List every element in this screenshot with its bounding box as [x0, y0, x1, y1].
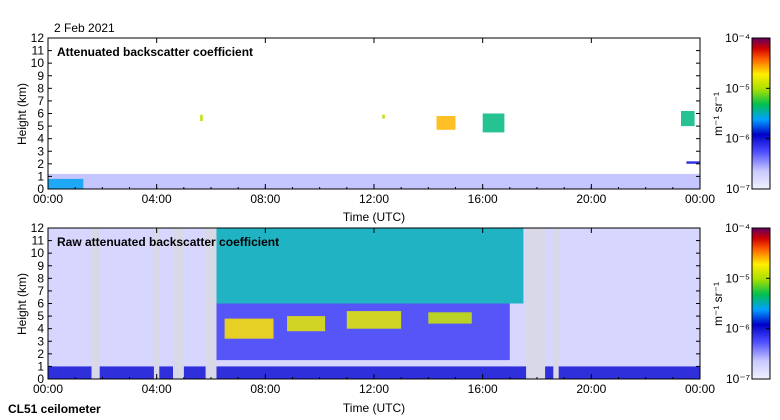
feature-daytime-noise: [211, 228, 524, 304]
top-colorbar-unit: m⁻¹ sr⁻¹: [711, 92, 725, 136]
y-tick-label: 0: [37, 182, 44, 196]
x-tick-label: 12:00: [359, 382, 389, 396]
feature-cloud: [200, 114, 203, 122]
top-y-axis-label: Height (km): [15, 83, 29, 145]
bottom-y-axis-label: Height (km): [15, 273, 29, 335]
y-tick-label: 9: [37, 259, 44, 273]
x-tick-label: 08:00: [250, 382, 280, 396]
colorbar-tick-label: 10⁻⁷: [726, 372, 750, 386]
feature-boundary-layer: [48, 173, 700, 189]
y-tick-label: 6: [37, 297, 44, 311]
instrument-label: CL51 ceilometer: [8, 402, 101, 416]
y-tick-label: 3: [37, 334, 44, 348]
y-tick-label: 4: [37, 322, 44, 336]
y-tick-label: 5: [37, 119, 44, 133]
plot-background: [48, 38, 700, 189]
y-tick-label: 7: [37, 94, 44, 108]
data-gap: [173, 228, 184, 379]
y-tick-label: 7: [37, 284, 44, 298]
feature-cloud: [436, 116, 456, 130]
data-gap: [153, 228, 160, 379]
feature-aerosol: [686, 161, 700, 164]
top-x-ticks: 00:00 04:00 08:00 12:00 16:00 20:00 00:00: [33, 38, 715, 206]
x-tick-label: 20:00: [576, 192, 606, 206]
bottom-x-axis-label: Time (UTC): [343, 401, 405, 415]
y-tick-label: 6: [37, 107, 44, 121]
x-tick-label: 00:00: [33, 382, 63, 396]
x-tick-label: 20:00: [576, 382, 606, 396]
feature-cloud: [346, 311, 402, 329]
feature-cloud: [287, 316, 326, 332]
colorbar-tick-label: 10⁻⁵: [725, 271, 750, 285]
x-tick-label: 00:00: [685, 192, 715, 206]
colorbar-tick-label: 10⁻⁶: [725, 132, 750, 146]
colorbar-tick-label: 10⁻⁷: [726, 182, 750, 196]
x-tick-label: 08:00: [250, 192, 280, 206]
y-tick-label: 5: [37, 309, 44, 323]
date-label: 2 Feb 2021: [54, 21, 115, 35]
bottom-x-ticks: 00:00 04:00 08:00 12:00 16:00 20:00 00:00: [33, 228, 715, 396]
data-gap: [553, 228, 559, 379]
feature-cloud: [482, 113, 505, 133]
data-gap: [526, 228, 546, 379]
top-plot-area: [48, 38, 700, 189]
top-panel: Attenuated backscatter coefficient 01234…: [15, 31, 771, 224]
y-tick-label: 9: [37, 69, 44, 83]
x-tick-label: 12:00: [359, 192, 389, 206]
top-colorbar: 10⁻⁷ 10⁻⁶ 10⁻⁵ 10⁻⁴ m⁻¹ sr⁻¹: [711, 31, 771, 196]
y-tick-label: 4: [37, 132, 44, 146]
bottom-colorbar-unit: m⁻¹ sr⁻¹: [711, 282, 725, 326]
y-tick-label: 1: [37, 359, 44, 373]
bottom-panel: Raw attenuated backscatter coefficient 0…: [15, 221, 771, 415]
feature-cloud: [382, 114, 385, 119]
y-tick-label: 0: [37, 372, 44, 386]
x-tick-label: 04:00: [142, 192, 172, 206]
bottom-colorbar-gradient: [751, 227, 771, 380]
y-tick-label: 1: [37, 169, 44, 183]
feature-cloud: [224, 318, 274, 339]
x-tick-label: 16:00: [468, 192, 498, 206]
y-tick-label: 11: [32, 234, 45, 248]
bottom-panel-title: Raw attenuated backscatter coefficient: [57, 235, 279, 249]
bottom-colorbar: 10⁻⁷ 10⁻⁶ 10⁻⁵ 10⁻⁴ m⁻¹ sr⁻¹: [711, 221, 771, 386]
bottom-plot-area: [48, 228, 700, 379]
top-x-axis-label: Time (UTC): [343, 210, 405, 224]
x-tick-label: 04:00: [142, 382, 172, 396]
y-tick-label: 11: [32, 44, 45, 58]
data-gap: [91, 228, 100, 379]
y-tick-label: 12: [31, 221, 45, 235]
bottom-colorbar-ticks: 10⁻⁷ 10⁻⁶ 10⁻⁵ 10⁻⁴: [725, 221, 770, 386]
colorbar-tick-label: 10⁻⁴: [725, 221, 750, 235]
y-tick-label: 10: [31, 56, 45, 70]
feature-surface-layer: [48, 178, 84, 189]
feature-cloud: [681, 111, 695, 127]
y-tick-label: 8: [37, 81, 44, 95]
data-gap: [205, 228, 217, 379]
top-colorbar-gradient: [751, 37, 771, 190]
top-panel-title: Attenuated backscatter coefficient: [57, 45, 253, 59]
y-tick-label: 3: [37, 144, 44, 158]
colorbar-tick-label: 10⁻⁶: [725, 322, 750, 336]
colorbar-tick-label: 10⁻⁵: [725, 81, 750, 95]
y-tick-label: 2: [37, 347, 44, 361]
y-tick-label: 12: [31, 31, 45, 45]
x-tick-label: 00:00: [33, 192, 63, 206]
y-tick-label: 8: [37, 271, 44, 285]
x-tick-label: 00:00: [685, 382, 715, 396]
feature-cloud: [428, 312, 472, 324]
top-colorbar-ticks: 10⁻⁷ 10⁻⁶ 10⁻⁵ 10⁻⁴: [725, 31, 770, 196]
y-tick-label: 2: [37, 157, 44, 171]
x-tick-label: 16:00: [468, 382, 498, 396]
colorbar-tick-label: 10⁻⁴: [725, 31, 750, 45]
y-tick-label: 10: [31, 246, 45, 260]
